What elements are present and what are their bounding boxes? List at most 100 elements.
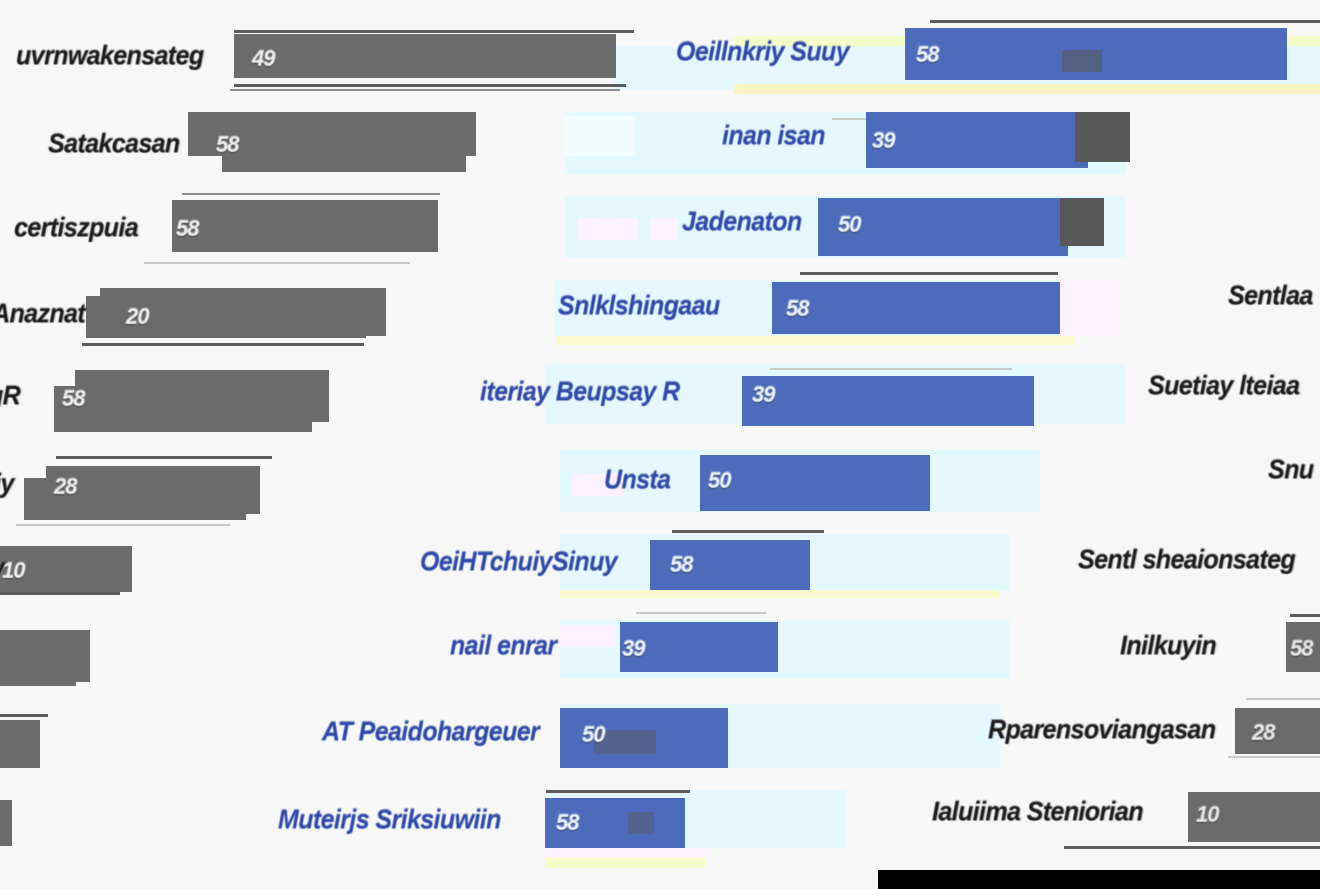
bar-value: 50 — [708, 468, 732, 493]
bar-left-6b — [24, 478, 246, 520]
row-rule — [800, 272, 1058, 275]
bar-label: iy — [0, 469, 14, 499]
row-rule — [16, 524, 230, 526]
row-rule — [0, 714, 48, 717]
bar-center-9 — [560, 708, 728, 768]
bar-label: Sentlaa — [1228, 281, 1313, 311]
bar-right-5 — [1286, 622, 1320, 672]
bar-value: 58 — [556, 810, 580, 835]
row-rule — [930, 20, 1320, 23]
row-rule — [0, 592, 120, 595]
bar-value: 28 — [1252, 720, 1276, 745]
row-rule — [234, 30, 634, 33]
bar-center-6 — [700, 455, 930, 511]
row-tint-band — [578, 218, 638, 240]
row-tint-band — [1035, 364, 1125, 424]
row-tint-band — [560, 625, 615, 647]
bar-value: 50 — [838, 212, 862, 237]
bar-left-2b — [222, 112, 466, 172]
bar-label: Snlklshingaau — [558, 291, 720, 321]
row-tint-band — [545, 858, 705, 868]
bar-center-2 — [866, 112, 1088, 168]
bar-left-9 — [0, 720, 40, 768]
row-tint-band — [650, 218, 678, 240]
row-rule — [144, 262, 410, 264]
row-tint-band — [560, 590, 1000, 598]
bar-center-10 — [545, 798, 685, 848]
bar-value: 58 — [216, 132, 240, 157]
bar-left-3 — [172, 200, 438, 252]
bar-value: 28 — [54, 474, 78, 499]
bar-label: Oeillnkriy Suuy — [676, 37, 850, 67]
row-rule — [546, 790, 690, 793]
bar-label: OeiHTchuiySinuy — [420, 547, 618, 577]
bar-value: 39 — [752, 382, 776, 407]
bar-center-4 — [772, 282, 1060, 334]
row-rule — [636, 612, 766, 614]
bar-center-7 — [650, 540, 810, 590]
row-tint-band — [565, 116, 635, 156]
bar-label: certiszpuia — [14, 213, 139, 243]
bar-label: Muteirjs Sriksiuwiin — [278, 805, 501, 835]
bar-label: nail enrar — [450, 631, 557, 661]
row-tint-band — [733, 84, 1320, 94]
bar-left-7 — [0, 546, 132, 592]
row-tint-band — [555, 336, 1075, 345]
bar-label: Snu — [1268, 455, 1314, 485]
row-rule — [1246, 698, 1320, 700]
bar-value: 20 — [126, 304, 150, 329]
row-rule — [672, 530, 824, 533]
footer-black-bar — [878, 870, 1320, 889]
bar-center-9-overlay — [594, 730, 656, 754]
bar-center-3 — [818, 198, 1068, 256]
bar-label: uw — [0, 553, 4, 584]
bar-center-3b — [1060, 198, 1104, 246]
row-rule — [230, 89, 620, 91]
bar-value: 58 — [176, 216, 200, 241]
bar-label: Suetiay lteiaa — [1148, 371, 1300, 401]
bar-value: 58 — [916, 42, 940, 67]
bar-value: 50 — [582, 722, 606, 747]
row-rule — [182, 193, 440, 195]
row-rule — [56, 456, 272, 459]
bar-label: Jadenaton — [682, 207, 802, 237]
bar-left-4b — [86, 296, 366, 338]
bar-label: Rparensoviangasan — [988, 715, 1216, 745]
row-rule — [1228, 756, 1320, 758]
row-rule — [82, 343, 364, 346]
bar-center-8 — [620, 622, 778, 672]
bar-label: Unsta — [604, 465, 671, 495]
bar-value: 39 — [872, 128, 896, 153]
bar-value: 58 — [670, 552, 694, 577]
row-tint-band — [545, 848, 705, 858]
bar-value: 58 — [786, 296, 810, 321]
bar-label: Satakcasan — [48, 129, 180, 159]
row-tint-band — [1060, 280, 1120, 336]
bar-label: inan isan — [722, 121, 826, 151]
bar-left-10 — [0, 800, 12, 846]
row-rule — [770, 368, 1012, 370]
row-rule — [1290, 614, 1320, 617]
bar-label: gR — [0, 381, 21, 411]
bar-left-5b — [54, 386, 312, 432]
bar-value: 39 — [622, 636, 646, 661]
bar-center-2b — [1075, 112, 1130, 162]
bar-label: Sentl sheaionsateg — [1078, 545, 1296, 575]
bar-label: Inilkuyin — [1120, 631, 1217, 661]
bar-label: Anaznat — [0, 299, 86, 329]
bar-value: 49 — [252, 46, 276, 71]
bar-center-1-overlay — [1062, 50, 1102, 72]
bar-label: uvrnwakensateg — [16, 41, 204, 71]
bar-label: iteriay Beupsay R — [480, 377, 680, 407]
bar-center-10-overlay — [628, 812, 654, 834]
row-rule — [234, 84, 626, 87]
bar-left-1 — [234, 34, 616, 78]
bar-right-6 — [1235, 708, 1320, 754]
row-rule — [1064, 846, 1320, 849]
bar-value: 10 — [1196, 802, 1220, 827]
bar-label: AT Peaidohargeuer — [322, 717, 540, 747]
bar-label: Ialuiima Steniorian — [932, 797, 1143, 827]
bar-value: 10 — [2, 558, 26, 583]
bar-value: 58 — [1290, 636, 1314, 661]
